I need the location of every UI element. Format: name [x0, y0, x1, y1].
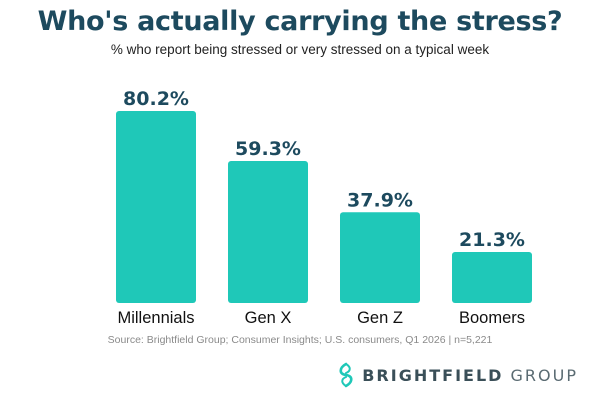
value-label-boomers: 21.3% — [459, 229, 525, 251]
category-label-gen-z: Gen Z — [357, 309, 403, 327]
source-note: Source: Brightfield Group; Consumer Insi… — [107, 334, 493, 346]
value-label-gen-z: 37.9% — [347, 189, 413, 211]
bar-boomers — [452, 252, 532, 303]
brand-name-part2: GROUP — [503, 365, 578, 385]
chart-title: Who's actually carrying the stress? — [37, 6, 563, 37]
bar-millennials — [116, 111, 196, 303]
bar-gen-z — [340, 212, 420, 303]
value-label-gen-x: 59.3% — [235, 138, 301, 160]
category-label-gen-x: Gen X — [245, 309, 292, 327]
category-label-millennials: Millennials — [117, 309, 194, 327]
brand-logo: BRIGHTFIELD GROUP — [336, 362, 578, 388]
category-label-boomers: Boomers — [459, 309, 525, 327]
brand-name-part1: BRIGHTFIELD — [362, 365, 504, 385]
brightfield-leaf-icon — [339, 362, 353, 388]
bar-gen-x — [228, 161, 308, 303]
chart-subtitle: % who report being stressed or very stre… — [110, 42, 490, 57]
brand-name: BRIGHTFIELD GROUP — [362, 366, 578, 385]
value-label-millennials: 80.2% — [123, 88, 189, 110]
